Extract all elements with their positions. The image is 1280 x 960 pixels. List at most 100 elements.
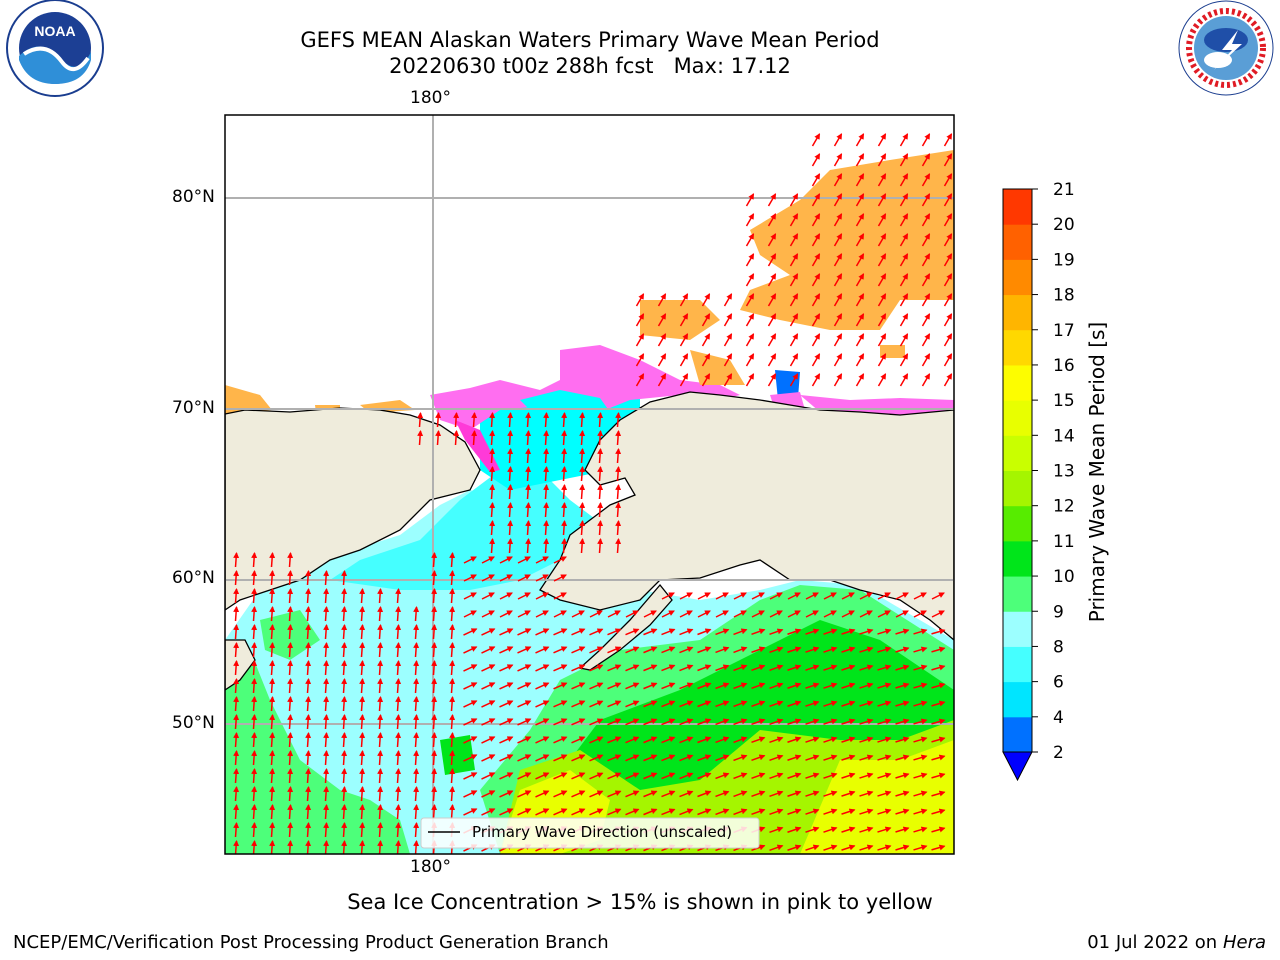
- wave-arrow: [597, 448, 604, 464]
- wave-arrow: [745, 293, 755, 307]
- wave-arrow: [453, 430, 460, 446]
- wave-arrow: [787, 628, 802, 635]
- wave-arrow: [805, 844, 820, 851]
- wave-arrow: [579, 538, 586, 554]
- wave-arrow: [899, 173, 909, 187]
- wave-arrow: [823, 610, 837, 618]
- wave-arrow: [913, 700, 928, 707]
- wave-arrow: [899, 213, 909, 227]
- colorbar-segment: [1003, 435, 1032, 471]
- wave-arrow: [833, 193, 843, 207]
- wave-arrow: [859, 736, 874, 743]
- wave-arrow: [507, 430, 514, 446]
- wave-arrow: [833, 173, 843, 187]
- wave-arrow: [323, 696, 330, 712]
- wave-arrow: [323, 714, 330, 730]
- wave-arrow: [877, 826, 892, 833]
- wave-arrow: [877, 772, 892, 779]
- legend-label: Primary Wave Direction (unscaled): [472, 823, 732, 841]
- wave-arrow: [811, 173, 821, 187]
- wave-arrow: [463, 592, 477, 600]
- wave-arrow: [507, 448, 514, 464]
- wave-arrow: [643, 718, 658, 726]
- wave-arrow: [597, 412, 604, 428]
- wave-arrow: [341, 570, 348, 586]
- wave-arrow: [913, 610, 927, 618]
- wave-arrow: [657, 373, 667, 387]
- wave-arrow: [899, 133, 909, 147]
- wave-arrow: [805, 682, 820, 689]
- wave-arrow: [341, 768, 348, 784]
- wave-arrow: [789, 253, 799, 267]
- wave-arrow: [877, 373, 887, 387]
- wave-arrow: [615, 484, 622, 500]
- wave-arrow: [535, 574, 549, 582]
- wave-arrow: [787, 808, 802, 815]
- wave-arrow: [943, 333, 953, 347]
- wave-arrow: [535, 610, 549, 618]
- wave-arrow: [323, 750, 330, 766]
- wave-arrow: [769, 844, 784, 852]
- wave-arrow: [233, 786, 240, 802]
- wave-arrow: [305, 750, 312, 766]
- wave-arrow: [535, 718, 550, 726]
- wave-arrow: [841, 682, 856, 689]
- wave-arrow: [449, 750, 456, 766]
- wave-arrow: [305, 768, 312, 784]
- wave-arrow: [359, 840, 366, 854]
- wave-arrow: [913, 844, 928, 851]
- wave-arrow: [943, 133, 953, 147]
- wave-arrow: [481, 664, 496, 672]
- wave-arrow: [787, 646, 802, 653]
- wave-arrow: [499, 592, 513, 600]
- wave-arrow: [431, 624, 438, 640]
- wave-arrow: [395, 588, 402, 604]
- wave-arrow: [661, 628, 676, 636]
- wave-arrow: [413, 750, 420, 766]
- wave-arrow: [359, 750, 366, 766]
- wave-arrow: [417, 412, 424, 428]
- wave-arrow: [525, 412, 532, 428]
- wave-arrow: [661, 646, 676, 654]
- wave-arrow: [553, 718, 568, 726]
- wave-arrow: [499, 808, 514, 816]
- wave-arrow: [449, 552, 456, 568]
- wave-arrow: [679, 313, 689, 327]
- wave-arrow: [553, 556, 567, 564]
- wave-arrow: [625, 790, 640, 798]
- map-border: [224, 114, 955, 855]
- wave-arrow: [899, 153, 909, 167]
- wave-arrow: [913, 664, 928, 671]
- wave-arrow: [841, 664, 856, 671]
- wave-arrow: [615, 502, 622, 518]
- wave-arrow: [413, 786, 420, 802]
- wave-arrow: [701, 293, 711, 307]
- wave-arrow: [895, 646, 910, 653]
- wave-arrow: [395, 606, 402, 622]
- wave-arrow: [877, 664, 892, 671]
- wave-arrow: [305, 840, 312, 854]
- wave-arrow: [841, 718, 856, 725]
- wave-arrow: [895, 664, 910, 671]
- wave-arrow: [607, 682, 622, 690]
- wave-arrow: [833, 253, 843, 267]
- wave-arrow: [715, 646, 730, 654]
- wave-arrow: [323, 660, 330, 676]
- wave-arrow: [413, 696, 420, 712]
- wave-arrow: [499, 790, 514, 798]
- colorbar-tick-label: 15: [1053, 391, 1075, 411]
- wave-arrow: [269, 606, 276, 622]
- wave-arrow: [615, 538, 622, 554]
- wave-arrow: [463, 718, 478, 726]
- colorbar-tick-label: 14: [1053, 426, 1075, 446]
- wave-arrow: [535, 556, 549, 564]
- wave-arrow: [635, 313, 645, 327]
- wave-arrow: [679, 646, 694, 654]
- wave-arrow: [805, 790, 820, 797]
- colorbar-tick-label: 4: [1053, 708, 1064, 728]
- wave-arrow: [589, 754, 604, 762]
- wave-arrow: [561, 430, 568, 446]
- wave-arrow: [413, 822, 420, 838]
- wave-arrow: [787, 754, 802, 761]
- wave-arrow: [449, 804, 456, 820]
